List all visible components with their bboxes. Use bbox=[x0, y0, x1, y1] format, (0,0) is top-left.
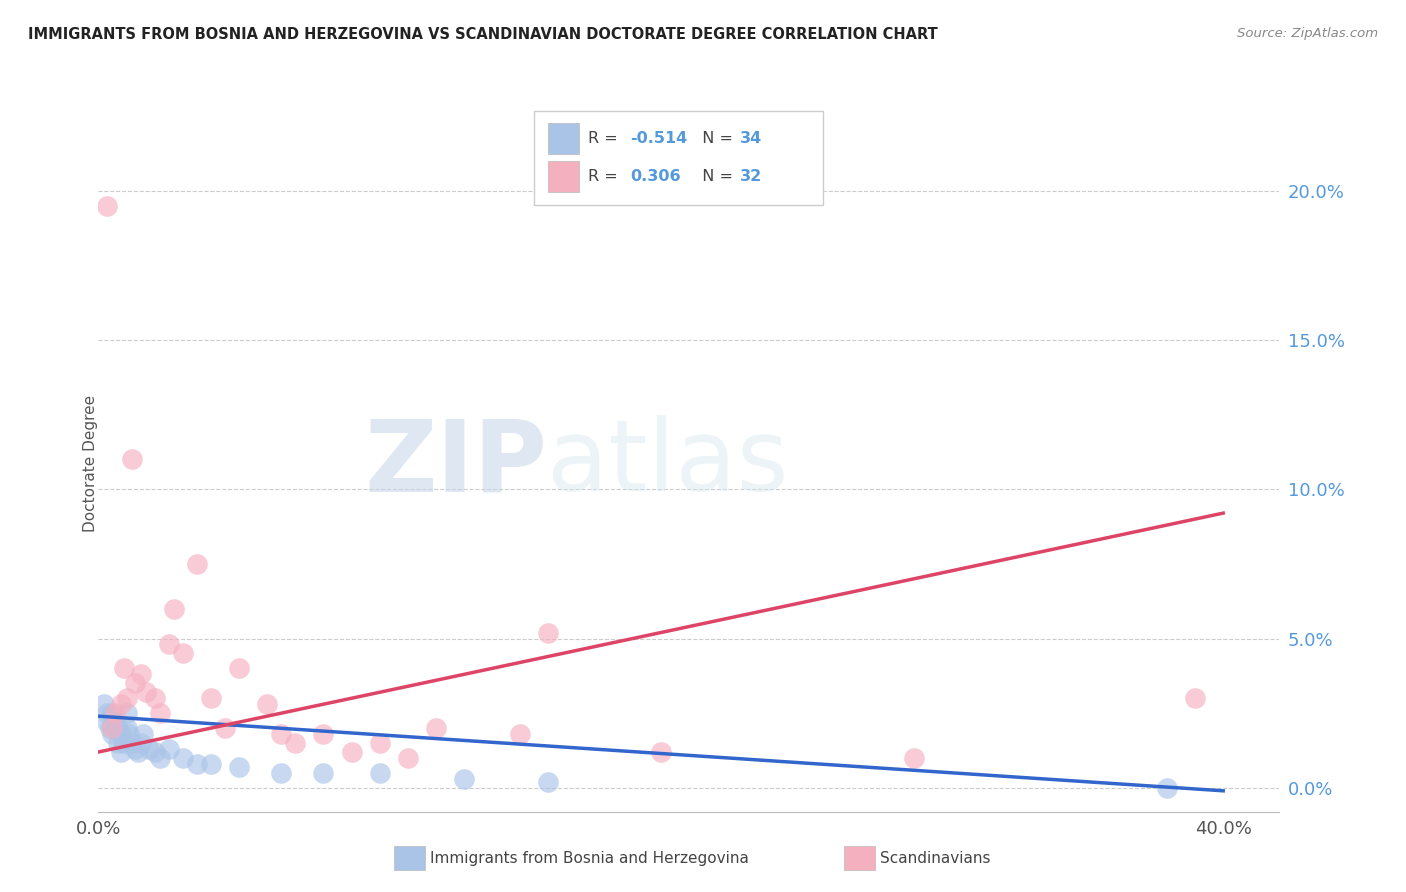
Point bbox=[312, 765, 335, 780]
Point bbox=[98, 721, 121, 735]
Text: -0.514: -0.514 bbox=[630, 131, 688, 145]
Text: IMMIGRANTS FROM BOSNIA AND HERZEGOVINA VS SCANDINAVIAN DOCTORATE DEGREE CORRELAT: IMMIGRANTS FROM BOSNIA AND HERZEGOVINA V… bbox=[28, 27, 938, 42]
Text: Source: ZipAtlas.com: Source: ZipAtlas.com bbox=[1237, 27, 1378, 40]
Point bbox=[104, 706, 127, 721]
Point bbox=[138, 742, 160, 756]
Point bbox=[129, 667, 152, 681]
Point bbox=[537, 775, 560, 789]
Point bbox=[186, 557, 208, 571]
Point bbox=[256, 697, 278, 711]
Point bbox=[96, 715, 118, 730]
Point bbox=[121, 736, 143, 750]
Text: 34: 34 bbox=[740, 131, 762, 145]
Point bbox=[425, 721, 447, 735]
Point bbox=[107, 721, 129, 735]
Point bbox=[186, 756, 208, 771]
Point bbox=[110, 745, 132, 759]
Point bbox=[107, 736, 129, 750]
Point bbox=[149, 706, 172, 721]
Point bbox=[110, 727, 132, 741]
Point bbox=[214, 721, 236, 735]
Point bbox=[172, 647, 194, 661]
Text: Scandinavians: Scandinavians bbox=[880, 851, 991, 865]
Point bbox=[118, 727, 141, 741]
Point bbox=[396, 751, 419, 765]
Point bbox=[110, 697, 132, 711]
Point bbox=[312, 727, 335, 741]
Point bbox=[163, 601, 186, 615]
Point bbox=[537, 625, 560, 640]
Text: atlas: atlas bbox=[547, 416, 789, 512]
Point bbox=[143, 691, 166, 706]
Point bbox=[270, 727, 292, 741]
Point bbox=[112, 661, 135, 675]
Text: Immigrants from Bosnia and Herzegovina: Immigrants from Bosnia and Herzegovina bbox=[430, 851, 749, 865]
Point bbox=[368, 765, 391, 780]
Point bbox=[340, 745, 363, 759]
Point bbox=[93, 697, 115, 711]
Point bbox=[284, 736, 307, 750]
Text: R =: R = bbox=[588, 169, 623, 184]
Point bbox=[157, 742, 180, 756]
Point bbox=[149, 751, 172, 765]
Point bbox=[200, 756, 222, 771]
Point bbox=[132, 727, 155, 741]
Point bbox=[135, 685, 157, 699]
Point bbox=[115, 706, 138, 721]
Point bbox=[650, 745, 672, 759]
Point bbox=[157, 638, 180, 652]
Point bbox=[1156, 780, 1178, 795]
Point bbox=[270, 765, 292, 780]
Point bbox=[96, 706, 118, 721]
Point bbox=[143, 745, 166, 759]
Point bbox=[129, 736, 152, 750]
Point bbox=[200, 691, 222, 706]
Point bbox=[115, 691, 138, 706]
Point bbox=[115, 721, 138, 735]
Point bbox=[124, 676, 146, 690]
Point bbox=[228, 661, 250, 675]
Point bbox=[121, 452, 143, 467]
Text: R =: R = bbox=[588, 131, 623, 145]
Point bbox=[96, 198, 118, 212]
Point bbox=[127, 745, 149, 759]
Text: 32: 32 bbox=[740, 169, 762, 184]
Y-axis label: Doctorate Degree: Doctorate Degree bbox=[83, 395, 97, 533]
Point bbox=[368, 736, 391, 750]
Point bbox=[101, 721, 124, 735]
Point bbox=[903, 751, 925, 765]
Point bbox=[112, 736, 135, 750]
Point bbox=[509, 727, 531, 741]
Point bbox=[101, 727, 124, 741]
Point bbox=[104, 715, 127, 730]
Point bbox=[228, 760, 250, 774]
Point bbox=[172, 751, 194, 765]
Text: 0.306: 0.306 bbox=[630, 169, 681, 184]
Text: N =: N = bbox=[692, 131, 738, 145]
Text: ZIP: ZIP bbox=[364, 416, 547, 512]
Point bbox=[124, 742, 146, 756]
Point bbox=[101, 706, 124, 721]
Point bbox=[453, 772, 475, 786]
Text: N =: N = bbox=[692, 169, 738, 184]
Point bbox=[1184, 691, 1206, 706]
